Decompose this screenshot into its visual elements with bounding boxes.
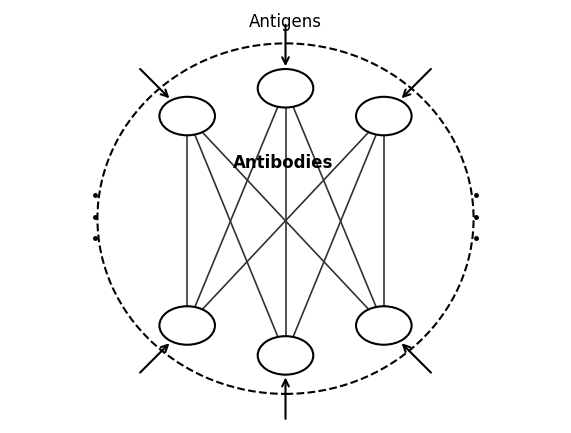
Text: Antigens: Antigens bbox=[249, 13, 322, 32]
Ellipse shape bbox=[356, 306, 412, 345]
Ellipse shape bbox=[258, 336, 313, 375]
Ellipse shape bbox=[159, 97, 215, 135]
Ellipse shape bbox=[159, 306, 215, 345]
Text: Antibodies: Antibodies bbox=[233, 154, 333, 172]
Ellipse shape bbox=[258, 69, 313, 107]
Ellipse shape bbox=[356, 97, 412, 135]
